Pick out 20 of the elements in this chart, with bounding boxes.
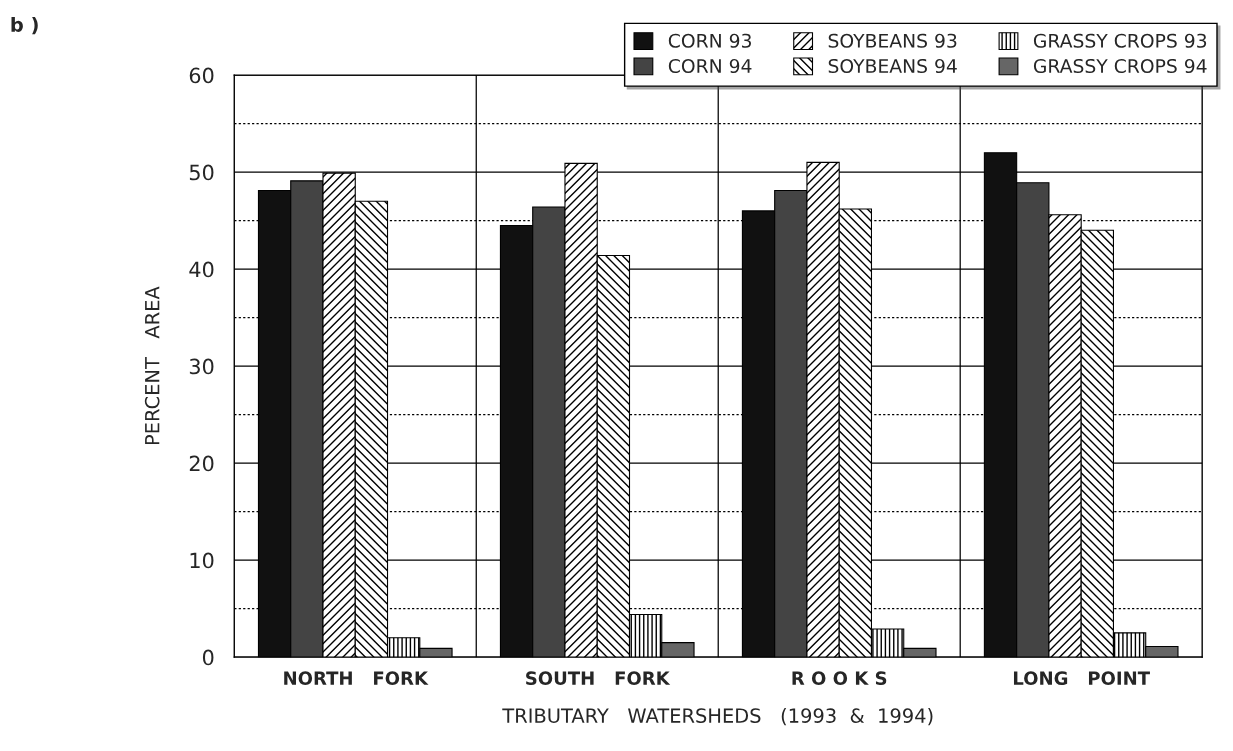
y-tick-label: 40	[189, 261, 214, 278]
y-axis-title: PERCENT AREA	[144, 286, 160, 445]
y-tick-label: 20	[189, 455, 214, 472]
x-tick-label: SOUTH FORK	[526, 671, 671, 685]
x-tick-label: LONG POINT	[1013, 671, 1150, 685]
y-tick-label: 50	[189, 164, 214, 181]
legend-label: CORN 93	[668, 33, 751, 48]
x-tick-label: NORTH FORK	[284, 671, 429, 685]
x-axis-title: TRIBUTARY WATERSHEDS (1993 & 1994)	[502, 707, 933, 726]
y-tick-label: 0	[202, 649, 214, 666]
legend-label: GRASSY CROPS 94	[1033, 58, 1207, 74]
legend-label: GRASSY CROPS 93	[1033, 33, 1207, 48]
y-tick-label: 10	[190, 552, 214, 569]
x-tick-label: R O O K S	[792, 671, 887, 685]
legend-label: SOYBEANS 93	[828, 33, 957, 48]
y-tick-label: 60	[189, 67, 214, 84]
legend-label: CORN 94	[668, 58, 752, 74]
y-tick-label: 30	[189, 358, 214, 375]
text: b )	[11, 16, 38, 35]
legend-label: SOYBEANS 94	[828, 58, 957, 74]
